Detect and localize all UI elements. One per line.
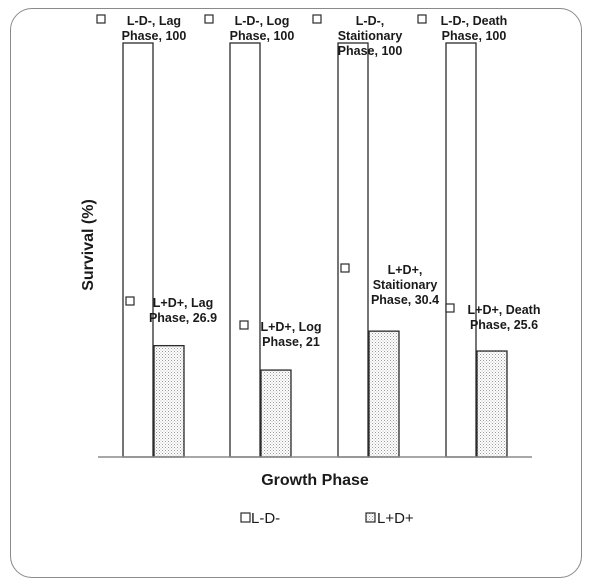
data-label-text: Phase, 100	[230, 29, 295, 43]
data-label-text: L-D-, Log	[235, 14, 290, 28]
data-label-text: L+D+, Log	[260, 320, 321, 334]
legend-item-l-d-minus: L-D-	[240, 510, 280, 527]
legend-swatch-l-d-minus	[240, 512, 251, 523]
legend-swatch-l-d-plus	[365, 512, 376, 523]
bar-l-d-minus-1	[229, 42, 261, 458]
data-label-text: Staitionary	[373, 278, 438, 292]
data-label-text: Staitionary	[338, 29, 403, 43]
data-label-text: Phase, 26.9	[149, 311, 217, 325]
bar-l-d-minus-3	[445, 42, 477, 458]
data-label-text: Phase, 100	[338, 44, 403, 58]
data-label-text: L+D+, Death	[468, 303, 541, 317]
data-label-marker	[340, 263, 350, 273]
data-label-marker	[125, 296, 135, 306]
y-axis-title: Survival (%)	[80, 199, 97, 291]
legend-item-l-d-plus: L+D+	[365, 510, 414, 527]
bar-l-d-minus-2	[337, 42, 369, 458]
data-label-text: Phase, 100	[122, 29, 187, 43]
bar-l-d-plus-0	[153, 344, 185, 458]
data-label-marker	[204, 14, 214, 24]
data-label-text: Phase, 25.6	[470, 318, 538, 332]
data-label-text: Phase, 30.4	[371, 293, 439, 307]
x-axis-title: Growth Phase	[261, 472, 369, 489]
data-label-marker	[417, 14, 427, 24]
data-label-text: Phase, 21	[262, 335, 320, 349]
data-label-text: L-D-,	[356, 14, 384, 28]
data-label-text: L-D-, Death	[441, 14, 508, 28]
bar-l-d-plus-3	[476, 350, 508, 458]
data-label-marker	[312, 14, 322, 24]
bars-layer	[122, 42, 508, 458]
legend: L-D- L+D+	[240, 510, 414, 527]
bar-l-d-plus-2	[368, 330, 400, 458]
data-label-marker	[445, 303, 455, 313]
data-label-text: L-D-, Lag	[127, 14, 181, 28]
data-label-text: L+D+,	[388, 263, 423, 277]
bar-l-d-minus-0	[122, 42, 154, 458]
bar-l-d-plus-1	[260, 369, 292, 458]
legend-label-l-d-plus: L+D+	[377, 510, 414, 527]
legend-label-l-d-minus: L-D-	[251, 510, 280, 527]
data-label-marker	[239, 320, 249, 330]
chart-frame	[10, 8, 582, 578]
data-label-text: Phase, 100	[442, 29, 507, 43]
data-label-text: L+D+, Lag	[153, 296, 213, 310]
data-label-marker	[96, 14, 106, 24]
